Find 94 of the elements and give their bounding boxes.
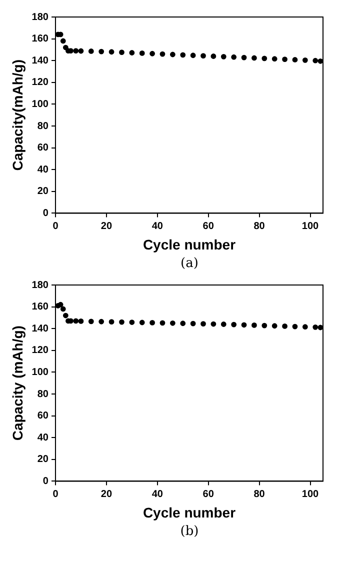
y-tick-label: 20 <box>37 454 49 466</box>
point <box>302 57 308 63</box>
point <box>78 318 84 324</box>
point <box>312 324 318 330</box>
point <box>318 324 323 330</box>
point <box>292 57 298 62</box>
point <box>200 53 206 59</box>
point <box>210 54 216 59</box>
x-tick-label: 60 <box>202 220 214 232</box>
y-tick-label: 80 <box>37 388 49 400</box>
y-tick-label: 160 <box>32 302 49 313</box>
y-tick-label: 100 <box>32 98 49 110</box>
point <box>220 54 226 60</box>
point <box>272 56 278 62</box>
point <box>139 50 145 56</box>
x-tick-label: 0 <box>52 488 59 500</box>
y-axis-title: Capacity(mAh/g) <box>9 59 26 171</box>
point <box>98 318 104 324</box>
point <box>252 55 257 61</box>
point <box>150 50 155 56</box>
text: (b) <box>179 524 200 541</box>
y-tick-label: 60 <box>37 142 49 154</box>
x-tick-label: 40 <box>152 488 164 500</box>
point <box>58 302 64 308</box>
point <box>88 48 94 54</box>
point <box>180 320 186 326</box>
x-tick-label: 60 <box>202 488 214 500</box>
point <box>200 321 206 327</box>
x-axis-title: Cycle number <box>142 236 236 252</box>
point <box>78 48 84 54</box>
y-tick-label: 40 <box>37 164 49 176</box>
point <box>73 318 79 324</box>
text: (a) <box>180 256 200 273</box>
x-tick-label: 40 <box>152 220 164 232</box>
point <box>129 320 135 325</box>
point <box>62 312 68 318</box>
y-tick-label: 60 <box>37 410 49 422</box>
y-tick-label: 160 <box>32 34 49 45</box>
point <box>180 52 186 58</box>
point <box>60 306 66 312</box>
point <box>170 52 176 58</box>
point <box>73 48 79 54</box>
x-axis-title: Cycle number <box>142 504 236 520</box>
point <box>108 319 114 325</box>
point <box>119 50 124 56</box>
point <box>60 38 66 44</box>
y-tick-label: 120 <box>32 77 49 88</box>
point <box>210 321 216 327</box>
x-tick-label: 100 <box>302 488 320 500</box>
point <box>98 48 104 54</box>
point <box>272 323 278 329</box>
y-tick-label: 100 <box>32 366 49 378</box>
y-tick-label: 180 <box>32 280 49 291</box>
point <box>231 322 237 328</box>
y-tick-label: 140 <box>32 323 49 334</box>
x-tick-label: 80 <box>254 488 266 500</box>
point <box>139 320 145 326</box>
y-tick-label: 120 <box>32 345 49 356</box>
point <box>129 50 135 56</box>
x-tick-label: 80 <box>254 220 266 232</box>
point <box>312 58 318 64</box>
y-tick-label: 20 <box>37 186 49 198</box>
point <box>150 320 155 326</box>
point <box>302 324 308 330</box>
point <box>160 51 166 57</box>
point <box>108 49 114 55</box>
point <box>190 52 196 58</box>
point <box>318 58 323 64</box>
point <box>262 322 268 328</box>
point <box>282 324 288 329</box>
point <box>160 320 166 326</box>
point <box>119 319 124 325</box>
point <box>190 320 196 326</box>
point <box>262 56 268 62</box>
y-axis-title: Capacity (mAh/g) <box>9 326 26 441</box>
x-tick-label: 20 <box>100 220 112 232</box>
y-tick-label: 180 <box>32 12 49 23</box>
point <box>241 322 247 328</box>
point <box>241 54 247 60</box>
y-tick-label: 0 <box>42 208 49 219</box>
y-tick-label: 0 <box>42 476 49 487</box>
point <box>231 54 237 60</box>
x-tick-label: 0 <box>52 220 59 232</box>
y-tick-label: 80 <box>37 120 49 132</box>
x-tick-label: 20 <box>100 488 112 500</box>
x-tick-label: 100 <box>302 220 320 232</box>
point <box>252 322 257 328</box>
y-tick-label: 40 <box>37 432 49 444</box>
point <box>170 320 176 326</box>
point <box>220 322 226 327</box>
point <box>292 324 298 330</box>
y-tick-label: 140 <box>32 55 49 66</box>
point <box>88 318 94 324</box>
point <box>282 56 288 62</box>
